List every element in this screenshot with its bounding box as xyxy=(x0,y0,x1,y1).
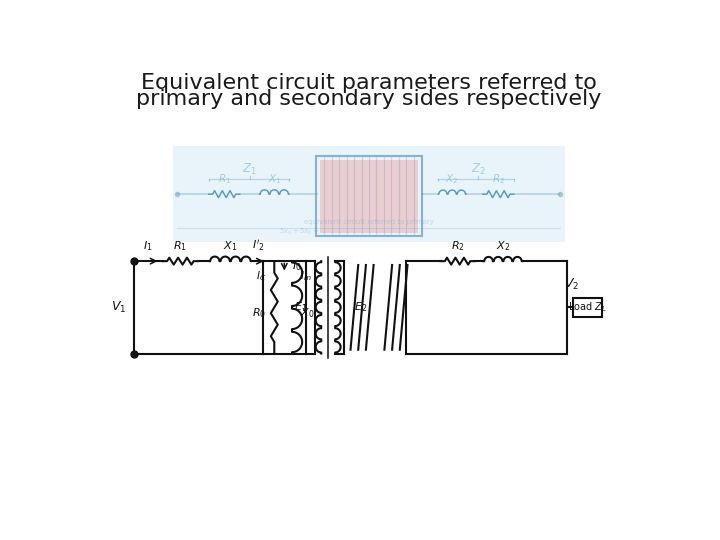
Text: $X_2$: $X_2$ xyxy=(446,173,459,186)
Text: $Z_1$: $Z_1$ xyxy=(242,162,257,177)
Text: $X_0$: $X_0$ xyxy=(300,307,315,320)
Text: $X_2$: $X_2$ xyxy=(496,240,510,253)
Text: Load $Z_L$: Load $Z_L$ xyxy=(568,300,607,314)
Text: $I_0$: $I_0$ xyxy=(292,260,302,273)
Text: $R_2$: $R_2$ xyxy=(451,240,464,253)
Text: $R_1$: $R_1$ xyxy=(174,240,187,253)
Text: $R_1$: $R_1$ xyxy=(217,173,231,186)
Text: $R_2$: $R_2$ xyxy=(492,173,505,186)
Text: $I'_2$: $I'_2$ xyxy=(252,239,265,253)
Text: $R_0$: $R_0$ xyxy=(252,307,266,320)
Bar xyxy=(320,159,418,233)
Text: $X_1$: $X_1$ xyxy=(223,240,238,253)
Text: $V_2$: $V_2$ xyxy=(564,277,579,292)
Text: $5x_a + 5x_b =$: $5x_a + 5x_b =$ xyxy=(279,227,320,237)
Text: $E_2$: $E_2$ xyxy=(354,300,366,314)
Text: $V_1$: $V_1$ xyxy=(111,300,127,315)
Text: $I_1$: $I_1$ xyxy=(143,240,153,253)
Text: primary and secondary sides respectively: primary and secondary sides respectively xyxy=(136,89,602,109)
Text: $I_C$: $I_C$ xyxy=(256,269,266,284)
Text: Equivalent circuit parameters referred to: Equivalent circuit parameters referred t… xyxy=(141,72,597,92)
Text: $I_m$: $I_m$ xyxy=(300,269,312,284)
Text: $Z_2$: $Z_2$ xyxy=(471,162,486,177)
Text: equivalent circuit referred to primary: equivalent circuit referred to primary xyxy=(304,219,434,225)
Text: $X_1$: $X_1$ xyxy=(268,173,281,186)
Bar xyxy=(173,146,565,242)
Bar xyxy=(316,157,422,236)
Text: $E_1$: $E_1$ xyxy=(294,300,307,314)
Bar xyxy=(573,298,603,316)
